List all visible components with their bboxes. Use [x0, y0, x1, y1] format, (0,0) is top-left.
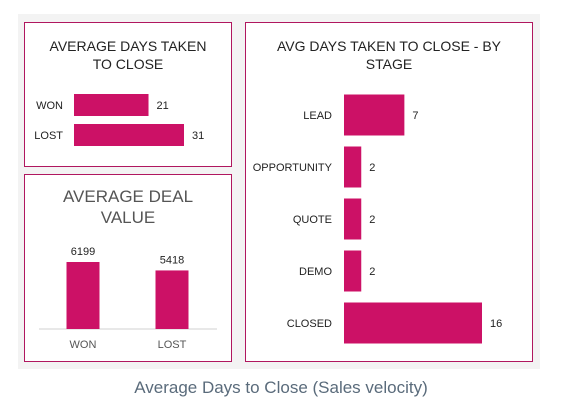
avg-days-title-line2: TO CLOSE — [92, 56, 164, 72]
bar — [344, 250, 362, 292]
avg-deal-title: AVERAGE DEAL VALUE — [25, 186, 231, 228]
avg-days-stage-chart: LEAD 7 OPPORTUNITY 2 QUOTE 2 DEMO 2 CLOSED 16 — [253, 94, 502, 344]
category-label: OPPORTUNITY — [253, 162, 333, 174]
avg-days-stage-title: AVG DAYS TAKEN TO CLOSE - BY STAGE — [246, 37, 532, 73]
data-label: 21 — [157, 100, 169, 112]
data-label: 2 — [369, 162, 375, 174]
avg-days-stage-title-line2: STAGE — [365, 56, 413, 72]
data-label: 2 — [369, 266, 375, 278]
avg-days-title: AVERAGE DAYS TAKEN TO CLOSE — [25, 37, 231, 73]
category-label: QUOTE — [293, 214, 332, 226]
avg-deal-panel: AVERAGE DEAL VALUE 6199 WON 5418 LOST — [24, 174, 232, 362]
category-label: LOST — [34, 130, 63, 142]
chart-caption: Average Days to Close (Sales velocity) — [134, 378, 428, 397]
bar — [155, 270, 189, 329]
avg-days-stage-title-line1: AVG DAYS TAKEN TO CLOSE - BY — [276, 38, 502, 54]
bar — [74, 94, 149, 116]
data-label: 7 — [412, 110, 418, 122]
data-label: 31 — [192, 130, 204, 142]
category-label: DEMO — [299, 266, 332, 278]
data-label: 6199 — [71, 246, 95, 258]
avg-days-panel: AVERAGE DAYS TAKEN TO CLOSE WON 21 LOST 31 — [24, 22, 232, 167]
bar — [344, 198, 362, 240]
avg-deal-title-line2: VALUE — [100, 208, 156, 227]
category-label: WON — [70, 339, 97, 351]
data-label: 16 — [490, 318, 502, 330]
category-label: WON — [36, 100, 63, 112]
avg-deal-chart: 6199 WON 5418 LOST — [39, 246, 217, 351]
data-label: 5418 — [160, 254, 184, 266]
avg-days-stage-panel: AVG DAYS TAKEN TO CLOSE - BY STAGE LEAD 7… — [245, 22, 533, 362]
category-label: LEAD — [303, 110, 332, 122]
avg-days-chart: WON 21 LOST 31 — [34, 94, 204, 146]
bar — [74, 124, 184, 146]
bar — [344, 94, 405, 136]
bar — [344, 146, 362, 188]
bar — [344, 302, 482, 344]
category-label: LOST — [158, 339, 187, 351]
category-label: CLOSED — [287, 318, 332, 330]
data-label: 2 — [369, 214, 375, 226]
bar — [66, 262, 100, 329]
avg-deal-title-line1: AVERAGE DEAL — [62, 187, 194, 206]
avg-days-title-line1: AVERAGE DAYS TAKEN — [49, 38, 207, 54]
